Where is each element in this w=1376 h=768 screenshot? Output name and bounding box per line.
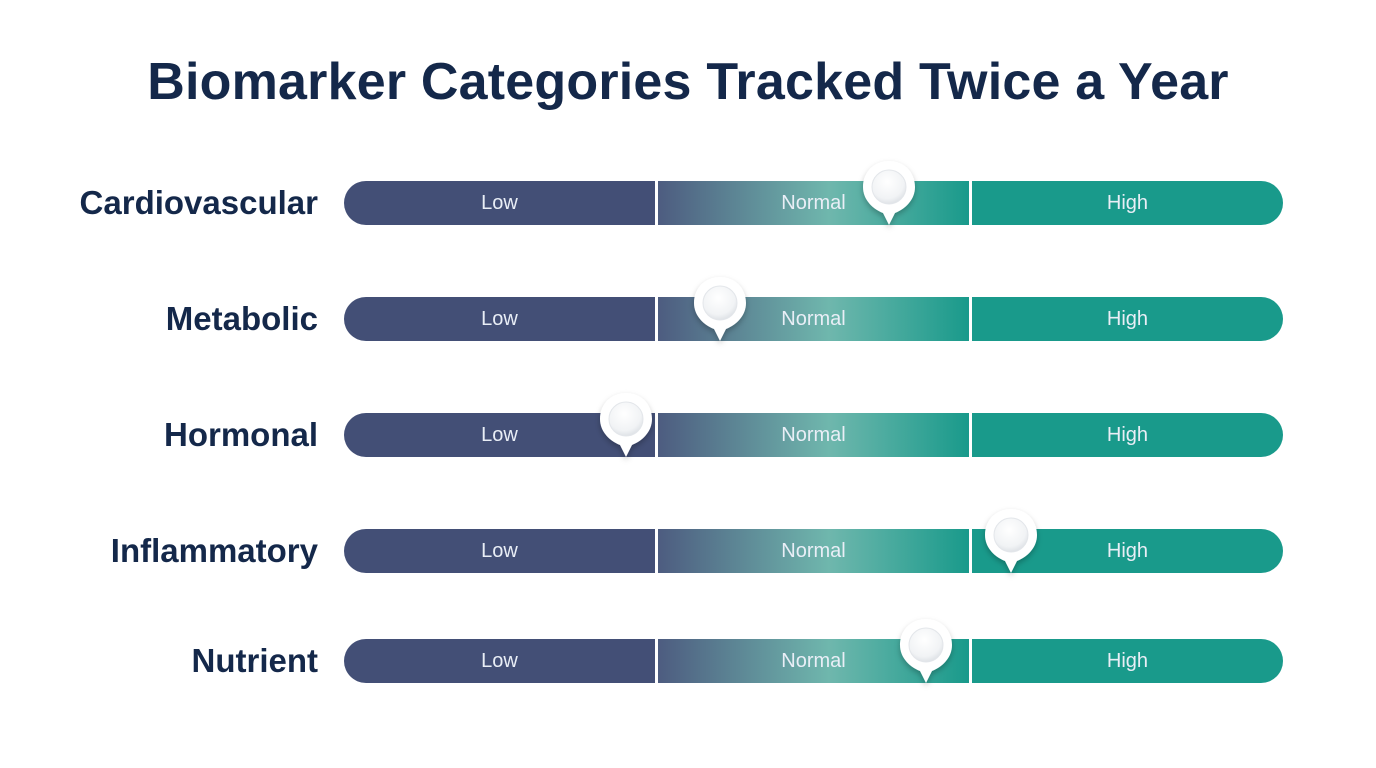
range-segment-low: Low [344, 181, 655, 225]
biomarker-row: Hormonal Low Normal High [0, 393, 1376, 457]
range-segment-high: High [972, 639, 1283, 683]
range-segment-high: High [972, 529, 1283, 573]
range-slider[interactable]: Low Normal High [344, 529, 1283, 573]
range-segment-high: High [972, 181, 1283, 225]
range-slider[interactable]: Low Normal High [344, 413, 1283, 457]
biomarker-label: Hormonal [163, 416, 318, 453]
range-slider[interactable]: Low Normal High [344, 181, 1283, 225]
biomarker-label: Metabolic [165, 300, 318, 337]
biomarker-row: Cardiovascular Low Normal High [0, 161, 1376, 225]
page-title: Biomarker Categories Tracked Twice a Yea… [147, 53, 1229, 111]
biomarker-row: Nutrient Low Normal High [0, 619, 1376, 683]
range-segment-normal: Normal [658, 181, 969, 225]
range-slider[interactable]: Low Normal High [344, 639, 1283, 683]
range-segment-low: Low [344, 529, 655, 573]
range-segment-normal: Normal [658, 529, 969, 573]
range-segment-normal: Normal [658, 297, 969, 341]
range-segment-low: Low [344, 639, 655, 683]
biomarker-label: Cardiovascular [79, 184, 318, 221]
range-segment-normal: Normal [658, 639, 969, 683]
range-segment-low: Low [344, 413, 655, 457]
biomarker-row: Inflammatory Low Normal High [0, 509, 1376, 573]
range-segment-normal: Normal [658, 413, 969, 457]
range-segment-high: High [972, 297, 1283, 341]
range-slider[interactable]: Low Normal High [344, 297, 1283, 341]
range-segment-high: High [972, 413, 1283, 457]
biomarker-label: Nutrient [191, 642, 319, 679]
range-segment-low: Low [344, 297, 655, 341]
biomarker-label: Inflammatory [110, 532, 318, 569]
biomarker-row: Metabolic Low Normal High [0, 277, 1376, 341]
